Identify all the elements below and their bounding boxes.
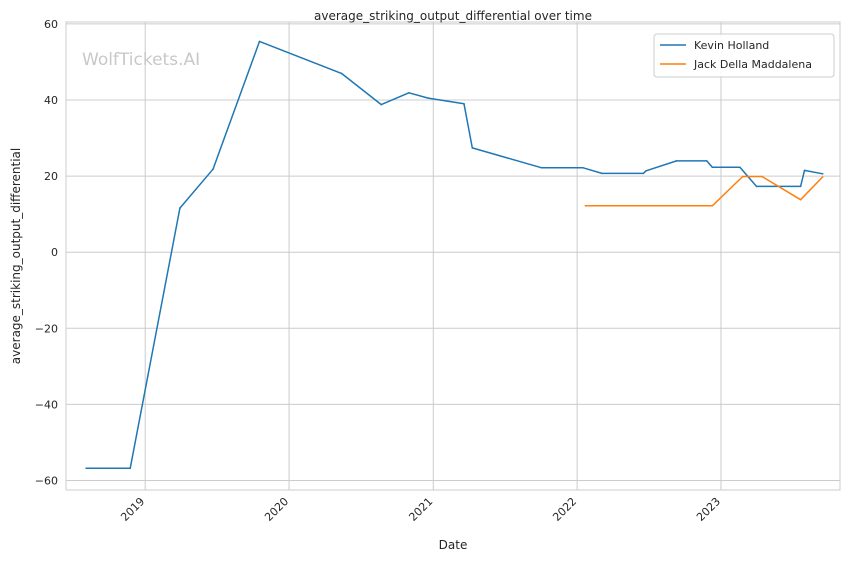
data-point	[761, 175, 763, 178]
data-point	[584, 205, 587, 207]
legend: Kevin Holland Jack Della Maddalena	[653, 33, 835, 78]
legend-box	[653, 33, 835, 78]
series-layer	[85, 40, 824, 470]
legend-label: Jack Della Maddalena	[693, 58, 812, 71]
data-point	[821, 173, 824, 175]
plot-frame	[65, 21, 841, 491]
data-point	[706, 160, 708, 162]
chart-title: average_striking_output_differential ove…	[314, 9, 592, 23]
data-point	[380, 103, 383, 106]
y-tick-label: −40	[35, 398, 58, 411]
y-tick-label: 0	[51, 246, 58, 259]
data-point	[427, 97, 430, 99]
data-point	[179, 207, 181, 209]
legend-label: Kevin Holland	[694, 39, 769, 52]
data-point	[212, 168, 214, 170]
y-tick-label: 20	[44, 170, 58, 183]
x-axis-title: Date	[439, 538, 468, 552]
data-point	[741, 175, 744, 178]
data-point	[645, 170, 647, 172]
data-point	[408, 92, 410, 94]
data-point	[675, 160, 678, 162]
y-tick-label: 60	[44, 18, 58, 31]
series-line	[585, 175, 824, 207]
y-tick-label: 40	[44, 94, 58, 107]
data-point	[821, 176, 824, 178]
data-point	[258, 40, 261, 43]
y-tick-label: −20	[35, 322, 58, 335]
data-point	[711, 166, 714, 169]
data-point	[540, 166, 543, 169]
data-point	[711, 205, 714, 207]
series-0	[85, 40, 824, 470]
data-point	[129, 467, 131, 470]
data-point	[799, 185, 802, 188]
data-point	[463, 103, 465, 105]
data-point	[803, 169, 806, 172]
data-point	[581, 166, 584, 169]
watermark: WolfTickets.AI	[82, 50, 200, 70]
data-point	[755, 185, 758, 188]
data-point	[642, 172, 645, 175]
data-point	[601, 172, 603, 175]
data-point	[340, 72, 343, 75]
grid	[66, 22, 840, 490]
data-point	[739, 166, 741, 169]
data-point	[471, 147, 474, 149]
data-point	[85, 467, 87, 470]
series-line	[86, 40, 823, 470]
data-point	[799, 198, 802, 201]
y-tick-label: −60	[35, 474, 58, 487]
y-axis-title: average_striking_output_differential	[9, 148, 23, 364]
y-axis-ticks: 60 40 20 0 −20 −40 −60	[35, 18, 58, 488]
series-1	[584, 175, 824, 207]
